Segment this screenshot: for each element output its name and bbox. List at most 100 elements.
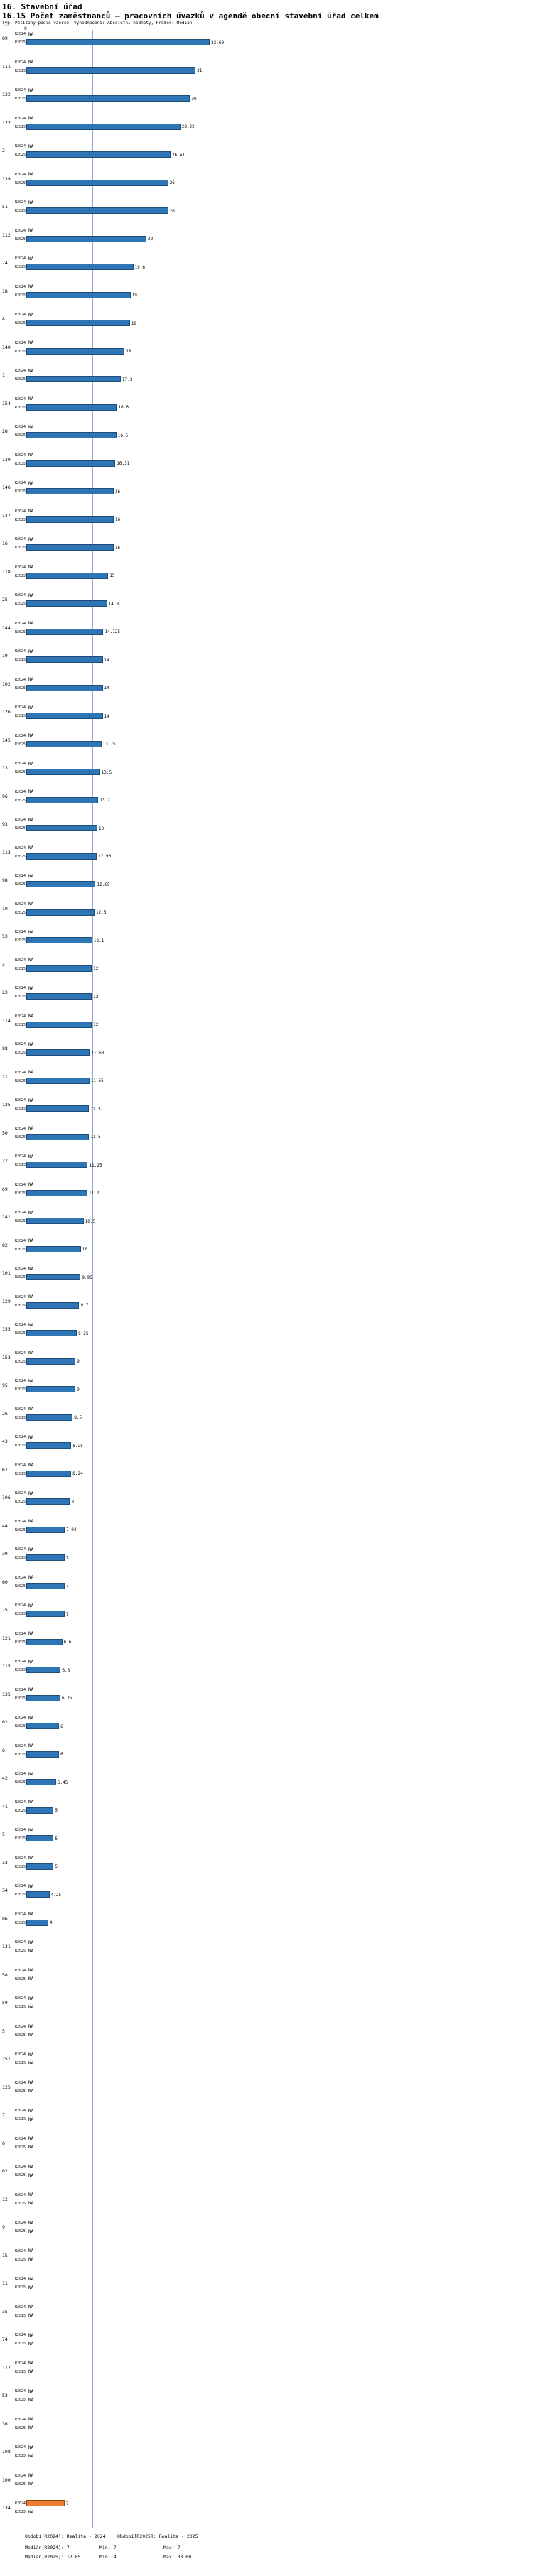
bar-row-r2024: R2024 NA xyxy=(0,788,533,796)
period-2024-label: Období[R2024]: Realita - 2024 xyxy=(25,2533,106,2539)
bar-group: 8 R2024 NA R2025 19 xyxy=(0,310,533,339)
bar-row-r2024: R2024 NA xyxy=(0,844,533,853)
r2025-bar xyxy=(26,432,117,438)
series-label-r2025: R2025 xyxy=(15,1247,26,1252)
x-axis-zero-tick-label: 0 xyxy=(24,26,27,31)
na-label: NA xyxy=(28,1490,34,1496)
na-label: NA xyxy=(28,116,34,121)
series-label-r2025: R2025 xyxy=(15,180,26,185)
value-label: 7 xyxy=(65,1584,69,1589)
series-label-r2025: R2025 xyxy=(15,1780,26,1785)
bar-row-r2025: R2025 14 xyxy=(0,656,533,664)
bar-row-r2024: R2024 NA xyxy=(0,1630,533,1638)
bar-row-r2024: R2024 NA xyxy=(0,1994,533,2003)
r2025-bar xyxy=(26,909,95,916)
na-label: NA xyxy=(28,761,34,767)
series-label-r2025: R2025 xyxy=(15,1864,26,1869)
bar-row-r2025: R2025 NA xyxy=(0,2059,533,2067)
value-label: 12 xyxy=(93,994,99,1000)
series-label-r2024: R2024 xyxy=(15,2080,26,2085)
bar-row-r2025: R2025 8.24 xyxy=(0,1470,533,1478)
series-label-r2025: R2025 xyxy=(15,910,26,915)
bar-row-r2025: R2025 NA xyxy=(0,1975,533,1984)
row-id-label: 27 xyxy=(2,1158,8,1164)
na-label: NA xyxy=(28,873,34,879)
row-id-label: 117 xyxy=(2,2364,11,2371)
r2025-bar xyxy=(26,684,103,691)
bar-row-r2024: R2024 NA xyxy=(0,1574,533,1582)
series-label-r2024: R2024 xyxy=(15,902,26,907)
series-label-r2025: R2025 xyxy=(15,1078,26,1083)
bar-row-r2025: R2025 NA xyxy=(0,2199,533,2208)
series-label-r2025: R2025 xyxy=(15,1640,26,1645)
series-label-r2024: R2024 xyxy=(15,60,26,65)
na-label: NA xyxy=(28,2332,34,2338)
na-label: NA xyxy=(28,1041,34,1047)
value-label: 13 xyxy=(98,826,104,831)
series-label-r2025: R2025 xyxy=(15,153,26,157)
na-label: NA xyxy=(28,565,34,570)
series-label-r2025: R2025 xyxy=(15,1668,26,1672)
r2025-bar xyxy=(26,1554,65,1561)
bar-group: 50 R2024 NA R2025 NA xyxy=(0,1994,533,2023)
bar-row-r2025: R2025 15 xyxy=(0,572,533,580)
na-label: NA xyxy=(28,340,34,345)
r2025-bar xyxy=(26,1498,70,1505)
bar-row-r2025: R2025 12 xyxy=(0,965,533,973)
na-label: NA xyxy=(28,1014,34,1019)
row-id-label: 114 xyxy=(2,1017,11,1024)
series-label-r2024: R2024 xyxy=(15,1154,26,1159)
r2025-bar xyxy=(26,123,181,130)
na-label: NA xyxy=(28,2285,34,2290)
series-label-r2025: R2025 xyxy=(15,798,26,803)
row-id-label: 7 xyxy=(2,2112,5,2118)
value-label: 10.5 xyxy=(85,1218,96,1224)
bar-row-r2024: R2024 NA xyxy=(0,619,533,628)
value-label: 12.5 xyxy=(96,910,107,915)
series-label-r2025: R2025 xyxy=(15,2089,26,2094)
bar-row-r2025: R2025 5 xyxy=(0,1834,533,1843)
row-id-label: 34 xyxy=(2,1888,8,1893)
series-label-r2024: R2024 xyxy=(15,1407,26,1412)
min-2024-label: Min: 7 xyxy=(99,2545,117,2550)
bar-row-r2025: R2025 11.25 xyxy=(0,1161,533,1169)
row-id-label: 146 xyxy=(2,485,11,490)
series-label-r2024: R2024 xyxy=(15,88,26,92)
na-label: NA xyxy=(28,536,34,542)
bar-group: 13 R2024 NA R2025 13.5 xyxy=(0,759,533,788)
bar-row-r2025: R2025 7 xyxy=(0,1582,533,1591)
series-label-r2024: R2024 xyxy=(15,565,26,570)
series-label-r2025: R2025 xyxy=(15,2229,26,2234)
bar-group: 5 R2024 NA R2025 NA xyxy=(0,2023,533,2051)
bar-group: 154 R2024 NA R2025 16.6 xyxy=(0,395,533,423)
bar-row-r2025: R2025 NA xyxy=(0,2171,533,2180)
bar-group: 121 R2024 NA R2025 6.6 xyxy=(0,1630,533,1658)
bar-row-r2025: R2025 16 xyxy=(0,516,533,524)
na-label: NA xyxy=(28,284,34,289)
bar-row-r2024: R2024 NA xyxy=(0,1433,533,1441)
na-label: NA xyxy=(28,1434,34,1440)
value-label: 31 xyxy=(197,68,203,73)
bar-group: 98 R2024 NA R2025 12.69 xyxy=(0,872,533,900)
r2025-bar xyxy=(26,1358,76,1365)
bar-group: 88 R2024 NA R2025 11.63 xyxy=(0,1040,533,1068)
value-label: 30 xyxy=(191,96,197,102)
series-label-r2025: R2025 xyxy=(15,1191,26,1196)
na-label: NA xyxy=(28,2089,34,2094)
row-id-label: 139 xyxy=(2,175,11,182)
na-label: NA xyxy=(28,2257,34,2262)
na-label: NA xyxy=(28,1126,34,1131)
bar-group: 146 R2024 NA R2025 16 xyxy=(0,479,533,507)
na-label: NA xyxy=(28,1182,34,1187)
na-label: NA xyxy=(28,1800,34,1804)
series-label-r2025: R2025 xyxy=(15,2510,26,2514)
value-label: 8.24 xyxy=(72,1471,83,1476)
bar-group: 145 R2024 NA R2025 13.75 xyxy=(0,732,533,760)
bar-row-r2024: R2024 NA xyxy=(0,1265,533,1273)
bar-row-r2024: R2024 NA xyxy=(0,1657,533,1666)
max-2025-label: Max: 33.60 xyxy=(163,2554,192,2560)
bar-row-r2025: R2025 19 xyxy=(0,319,533,328)
row-id-label: 21 xyxy=(2,1073,8,1080)
bar-row-r2024: R2024 NA xyxy=(0,395,533,404)
r2025-bar xyxy=(26,1386,76,1392)
